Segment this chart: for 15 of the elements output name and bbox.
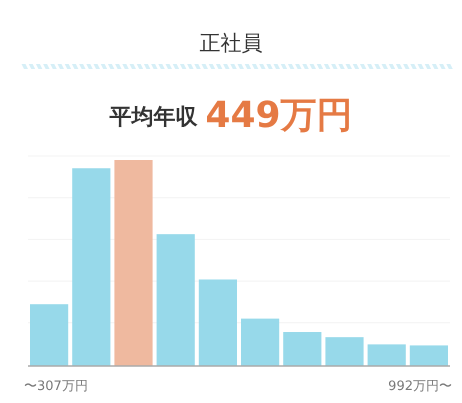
bar (72, 168, 110, 366)
bar (30, 304, 68, 366)
bar (368, 344, 406, 366)
bar (283, 332, 322, 366)
chart-subtitle: 平均年収 (108, 105, 198, 130)
bar (241, 318, 280, 366)
chart-title: 正社員 (200, 31, 262, 55)
bar (325, 337, 364, 366)
bar (198, 279, 237, 366)
x-tick-label: 992万円〜 (388, 379, 452, 394)
bar (410, 345, 448, 366)
text: 449万円 (205, 95, 353, 136)
bar (156, 234, 195, 366)
bar (114, 160, 153, 366)
x-tick-label: 〜307万円 (24, 379, 88, 394)
